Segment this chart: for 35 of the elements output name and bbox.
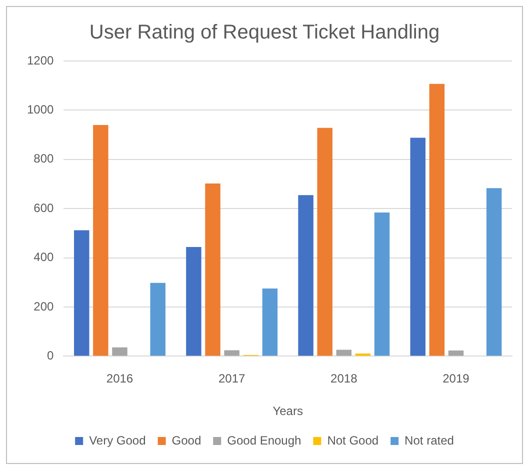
bar [374, 212, 390, 356]
legend-label: Good [172, 433, 202, 448]
chart-title: User Rating of Request Ticket Handling [89, 22, 440, 44]
bar [448, 350, 464, 356]
y-tick-label: 1200 [26, 53, 54, 68]
bar [74, 230, 90, 356]
bar [298, 195, 314, 356]
legend-label: Not rated [404, 433, 454, 448]
bar [336, 350, 352, 356]
x-tick-label: 2016 [106, 372, 134, 386]
bar [410, 138, 426, 356]
x-tick-label: 2019 [442, 372, 470, 386]
bar [224, 350, 240, 356]
bar [93, 124, 108, 356]
y-tick-label: 200 [34, 299, 54, 314]
y-tick-label: 1000 [26, 102, 54, 117]
y-tick-label: 400 [34, 250, 54, 264]
bar [355, 353, 371, 356]
bar [317, 128, 332, 356]
bar [112, 347, 128, 356]
bar [205, 184, 220, 356]
legend-label: Not Good [327, 433, 379, 448]
legend-label: Very Good [89, 433, 146, 448]
bar [150, 282, 166, 356]
x-tick-label: 2017 [218, 372, 246, 386]
y-tick-label: 800 [34, 152, 54, 166]
x-tick-label: 2018 [330, 372, 358, 386]
y-tick-label: 0 [47, 348, 54, 363]
bar [262, 288, 278, 356]
x-axis-title: Years [272, 404, 303, 418]
bar [486, 188, 502, 356]
bar [186, 246, 202, 356]
bar [429, 84, 445, 356]
legend-label: Good Enough [227, 433, 302, 448]
y-tick-label: 600 [34, 200, 54, 215]
